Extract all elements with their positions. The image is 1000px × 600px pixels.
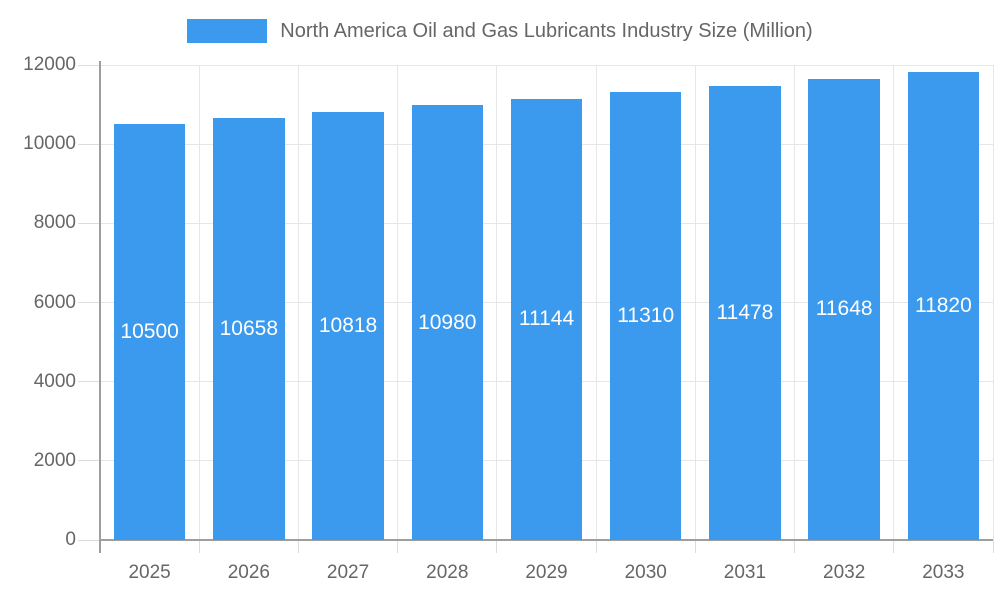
y-tick-label: 10000 bbox=[23, 133, 76, 155]
y-tick-label: 2000 bbox=[33, 449, 76, 471]
bar[interactable]: 11478 bbox=[709, 85, 781, 540]
y-tick-label: 8000 bbox=[33, 212, 76, 234]
y-axis-tick bbox=[78, 460, 100, 462]
gridline-vertical bbox=[694, 65, 696, 540]
bar-value-label: 10500 bbox=[120, 320, 179, 344]
bar[interactable]: 10980 bbox=[411, 105, 483, 540]
bar[interactable]: 11648 bbox=[808, 78, 880, 540]
x-axis-tick bbox=[496, 540, 498, 553]
chart-legend[interactable]: North America Oil and Gas Lubricants Ind… bbox=[0, 19, 1000, 43]
bar-value-label: 11478 bbox=[716, 300, 774, 324]
gridline-horizontal bbox=[100, 64, 993, 66]
bar-value-label: 11648 bbox=[815, 297, 873, 321]
bar[interactable]: 11144 bbox=[510, 98, 583, 540]
bar-value-label: 11310 bbox=[617, 304, 675, 328]
gridline-vertical bbox=[595, 65, 597, 540]
bar[interactable]: 10500 bbox=[113, 124, 186, 540]
legend-swatch bbox=[187, 19, 268, 43]
x-axis-tick bbox=[694, 540, 696, 553]
y-axis-tick bbox=[78, 222, 100, 224]
bar-value-label: 11144 bbox=[518, 307, 575, 331]
x-tick-label: 2025 bbox=[128, 562, 171, 583]
legend-label: North America Oil and Gas Lubricants Ind… bbox=[280, 20, 813, 42]
bar[interactable]: 11820 bbox=[907, 72, 980, 540]
x-axis-line bbox=[100, 539, 993, 541]
x-tick-label: 2027 bbox=[326, 562, 370, 583]
y-axis-tick bbox=[78, 539, 100, 541]
bar-value-label: 10818 bbox=[318, 313, 378, 337]
x-axis-tick bbox=[595, 540, 597, 553]
gridline-vertical bbox=[297, 65, 299, 540]
gridline-vertical bbox=[397, 65, 399, 540]
bar-value-label: 10658 bbox=[219, 317, 279, 341]
bar-value-label: 11820 bbox=[914, 294, 972, 318]
y-axis-tick bbox=[78, 381, 100, 383]
x-axis-tick bbox=[297, 540, 299, 553]
x-tick-label: 2026 bbox=[227, 562, 270, 583]
x-tick-label: 2028 bbox=[426, 562, 469, 583]
gridline-vertical bbox=[992, 65, 994, 540]
y-axis-tick bbox=[78, 64, 100, 66]
x-tick-label: 2033 bbox=[922, 562, 965, 583]
y-tick-label: 4000 bbox=[33, 370, 76, 392]
y-tick-label: 12000 bbox=[23, 54, 76, 75]
x-axis-tick bbox=[992, 540, 994, 553]
y-tick-label: 6000 bbox=[33, 291, 76, 313]
y-axis-line bbox=[99, 61, 101, 553]
y-axis-tick bbox=[78, 302, 100, 303]
x-axis-tick bbox=[893, 540, 895, 553]
x-tick-label: 2030 bbox=[624, 562, 667, 583]
gridline-vertical bbox=[198, 65, 200, 540]
x-axis-tick bbox=[198, 540, 200, 553]
bar-value-label: 10980 bbox=[418, 310, 477, 334]
y-axis-tick bbox=[78, 143, 100, 145]
x-axis-tick bbox=[794, 540, 796, 553]
gridline-vertical bbox=[496, 65, 498, 540]
x-tick-label: 2029 bbox=[525, 562, 568, 583]
gridline-vertical bbox=[794, 65, 796, 540]
x-axis-tick bbox=[397, 540, 399, 553]
gridline-vertical bbox=[893, 65, 895, 540]
bar[interactable]: 11310 bbox=[610, 92, 682, 540]
x-tick-label: 2032 bbox=[823, 562, 866, 583]
bar[interactable]: 10818 bbox=[312, 111, 384, 540]
x-tick-label: 2031 bbox=[723, 562, 767, 583]
bar[interactable]: 10658 bbox=[213, 118, 285, 540]
y-tick-label: 0 bbox=[65, 529, 76, 550]
